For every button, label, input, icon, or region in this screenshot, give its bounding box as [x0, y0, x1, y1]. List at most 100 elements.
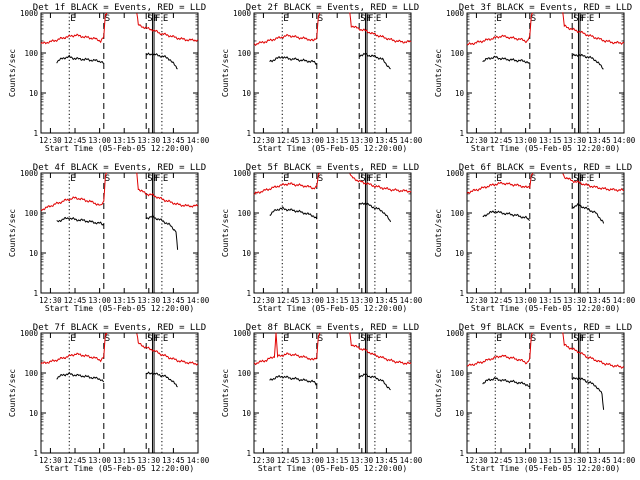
marker-label: S — [360, 14, 365, 24]
x-tick-label: 13:30 — [138, 136, 161, 145]
y-tick-label: 1 — [33, 129, 38, 138]
marker-label: S — [147, 14, 152, 24]
x-tick-label: 13:45 — [375, 296, 398, 305]
marker-label: S — [318, 14, 323, 24]
series-lld — [562, 332, 625, 369]
x-tick-label: 13:45 — [588, 456, 611, 465]
marker-label: F — [579, 334, 584, 344]
y-tick-label: 100 — [450, 209, 464, 218]
x-tick-label: 13:30 — [564, 456, 587, 465]
x-tick-label: 13:15 — [113, 296, 136, 305]
x-tick-label: 12:45 — [64, 296, 87, 305]
x-tick-label: 13:15 — [113, 136, 136, 145]
y-tick-label: 1000 — [233, 9, 252, 18]
marker-label: F — [581, 14, 586, 24]
y-axis-label: Counts/sec — [221, 209, 230, 257]
x-tick-label: 12:30 — [39, 296, 62, 305]
y-tick-label: 10 — [242, 249, 252, 258]
panel-det-1f: Det 1f BLACK = Events, RED = LLD 1 10 100 10… — [8, 3, 210, 153]
series-lld — [136, 172, 199, 208]
marker-label: S — [573, 14, 578, 24]
plot-frame — [253, 332, 412, 454]
x-tick-label: 13:15 — [539, 456, 562, 465]
marker-label: E — [70, 174, 75, 184]
x-tick-label: 12:45 — [490, 136, 513, 145]
y-tick-label: 1 — [459, 129, 464, 138]
series-lld — [349, 12, 412, 44]
x-tick-label: 13:45 — [162, 296, 185, 305]
marker-label: E — [376, 174, 381, 184]
panel-title: Det 9f BLACK = Events, RED = LLD — [459, 323, 632, 333]
x-tick-label: 14:00 — [613, 456, 636, 465]
x-tick-label: 13:00 — [88, 136, 111, 145]
y-tick-label: 100 — [450, 49, 464, 58]
x-tick-label: 14:00 — [187, 456, 210, 465]
marker-label: S — [318, 174, 323, 184]
y-axis-label: Counts/sec — [8, 49, 17, 97]
y-tick-label: 1 — [33, 289, 38, 298]
series-events — [56, 216, 105, 226]
panel-title: Det 8f BLACK = Events, RED = LLD — [246, 323, 419, 333]
series-events — [269, 56, 318, 66]
marker-label: S — [105, 174, 110, 184]
x-axis-label: Start Time (05-Feb-05 12:20:00) — [471, 144, 620, 153]
x-tick-label: 13:15 — [539, 136, 562, 145]
y-axis-label: Counts/sec — [8, 369, 17, 417]
panel-det-4f: Det 4f BLACK = Events, RED = LLD 1 10 100 10… — [8, 163, 210, 313]
series-events — [571, 53, 604, 70]
series-events — [482, 55, 531, 64]
series-events — [269, 374, 318, 386]
panel-det-5f: Det 5f BLACK = Events, RED = LLD 1 10 100 10… — [221, 163, 423, 313]
x-tick-label: 13:00 — [514, 296, 537, 305]
y-axis-label: Counts/sec — [434, 209, 443, 257]
x-axis-label: Start Time (05-Feb-05 12:20:00) — [45, 144, 194, 153]
x-tick-label: 13:45 — [162, 136, 185, 145]
y-tick-label: 1 — [246, 129, 251, 138]
marker-label: F — [366, 14, 371, 24]
x-axis-label: Start Time (05-Feb-05 12:20:00) — [45, 304, 194, 313]
marker-label: E — [589, 174, 594, 184]
y-tick-label: 10 — [242, 89, 252, 98]
x-tick-label: 13:30 — [138, 456, 161, 465]
plot-frame — [466, 12, 625, 134]
marker-label: F — [153, 14, 158, 24]
y-tick-label: 1 — [33, 449, 38, 458]
x-tick-label: 12:30 — [465, 136, 488, 145]
marker-label: S — [360, 174, 365, 184]
series-events — [145, 214, 179, 250]
x-axis-label: Start Time (05-Feb-05 12:20:00) — [45, 464, 194, 473]
marker-label: F — [153, 334, 158, 344]
plot-frame — [40, 172, 199, 294]
x-tick-label: 13:30 — [138, 296, 161, 305]
marker-label: E — [589, 334, 594, 344]
y-axis-label: Counts/sec — [434, 49, 443, 97]
x-tick-label: 13:15 — [113, 456, 136, 465]
x-tick-label: 12:45 — [277, 136, 300, 145]
series-lld — [562, 12, 625, 46]
x-tick-label: 13:45 — [588, 296, 611, 305]
y-tick-label: 100 — [237, 209, 251, 218]
series-events — [482, 210, 531, 221]
x-tick-label: 13:00 — [514, 456, 537, 465]
marker-label: E — [163, 14, 168, 24]
panel-det-3f: Det 3f BLACK = Events, RED = LLD 1 10 100 10… — [434, 3, 636, 153]
x-tick-label: 14:00 — [400, 456, 423, 465]
x-tick-label: 12:30 — [39, 456, 62, 465]
panel-det-8f: Det 8f BLACK = Events, RED = LLD 1 10 100 10… — [221, 323, 423, 473]
marker-label: E — [70, 334, 75, 344]
y-tick-label: 1 — [459, 449, 464, 458]
y-tick-label: 1000 — [20, 169, 39, 178]
x-tick-label: 12:30 — [465, 296, 488, 305]
x-tick-label: 14:00 — [400, 136, 423, 145]
series-lld — [253, 332, 321, 366]
x-tick-label: 12:45 — [277, 296, 300, 305]
series-lld — [253, 12, 321, 47]
plot-frame — [253, 12, 412, 134]
series-lld — [349, 173, 412, 194]
series-lld — [136, 13, 199, 43]
marker-label: S — [318, 334, 323, 344]
plot-frame — [40, 332, 199, 454]
x-tick-label: 12:45 — [64, 136, 87, 145]
marker-label: S — [573, 334, 578, 344]
x-axis-label: Start Time (05-Feb-05 12:20:00) — [258, 144, 407, 153]
